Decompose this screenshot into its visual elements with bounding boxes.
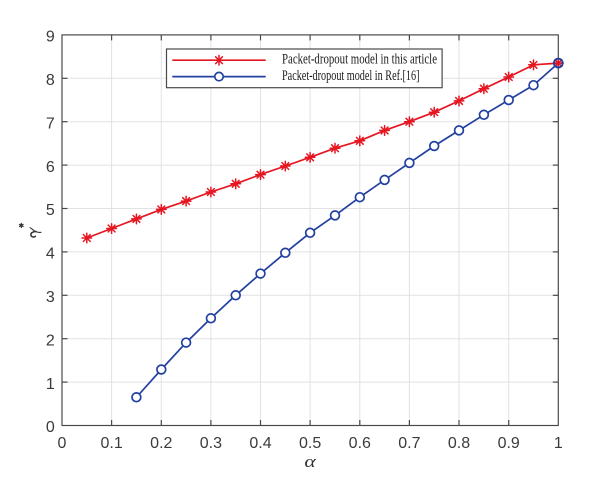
svg-text:8: 8 [46, 72, 55, 89]
svg-text:Packet-dropout model in Ref.[1: Packet-dropout model in Ref.[16] [282, 68, 420, 84]
svg-text:0.5: 0.5 [299, 435, 321, 452]
svg-text:0.2: 0.2 [150, 435, 172, 452]
svg-text:5: 5 [46, 202, 55, 219]
svg-text:0.3: 0.3 [200, 435, 222, 452]
svg-text:0.6: 0.6 [349, 435, 371, 452]
svg-text:0.8: 0.8 [448, 435, 470, 452]
svg-text:3: 3 [46, 289, 55, 306]
svg-text:9: 9 [46, 29, 55, 46]
svg-text:0: 0 [46, 419, 55, 436]
svg-text:6: 6 [46, 159, 55, 176]
svg-text:Packet-dropout model in this a: Packet-dropout model in this article [282, 51, 437, 67]
svg-text:0.9: 0.9 [498, 435, 520, 452]
svg-text:0: 0 [58, 435, 67, 452]
svg-text:2: 2 [46, 332, 55, 349]
svg-text:0.1: 0.1 [100, 435, 122, 452]
svg-text:1: 1 [554, 435, 563, 452]
svg-text:1: 1 [46, 376, 55, 393]
svg-text:0.4: 0.4 [249, 435, 271, 452]
svg-text:α: α [304, 453, 316, 471]
svg-text:4: 4 [46, 246, 55, 263]
svg-text:7: 7 [46, 115, 55, 132]
svg-text:0.7: 0.7 [398, 435, 420, 452]
